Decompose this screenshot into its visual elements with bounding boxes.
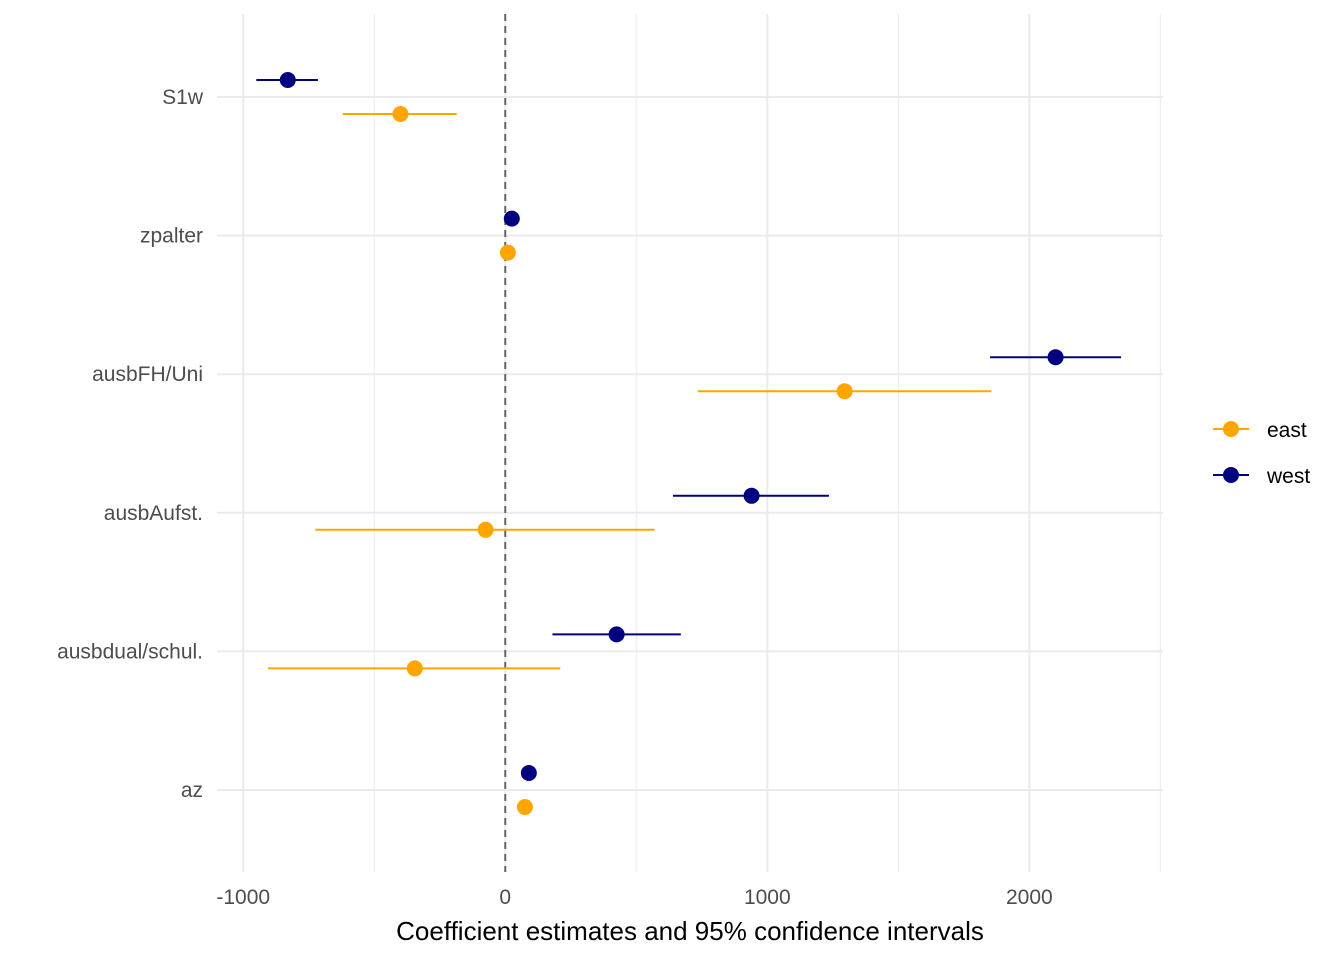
point-east xyxy=(392,106,409,122)
y-tick-label: az xyxy=(181,779,203,802)
legend-label: west xyxy=(1266,465,1310,488)
point-west xyxy=(608,626,625,643)
legend-key-point xyxy=(1223,421,1239,437)
x-tick-label: 2000 xyxy=(1006,886,1053,909)
point-west xyxy=(743,487,760,504)
y-tick-label: zpalter xyxy=(140,225,203,248)
point-west xyxy=(1047,349,1064,366)
legend-key-point xyxy=(1223,467,1239,483)
point-east xyxy=(499,244,516,261)
x-axis-title: Coefficient estimates and 95% confidence… xyxy=(396,916,984,946)
point-east xyxy=(406,660,423,677)
data-marks xyxy=(256,72,1122,815)
y-axis-labels: S1w zpalter ausbFH/Uni ausbAufst. ausbdual/s… xyxy=(57,86,204,802)
minor-gridlines xyxy=(373,14,1161,872)
x-tick-label: -1000 xyxy=(216,886,270,909)
x-tick-label: 1000 xyxy=(744,886,791,909)
y-tick-label: S1w xyxy=(162,86,204,109)
major-gridlines xyxy=(217,14,1163,872)
point-east xyxy=(516,799,533,815)
x-axis-labels: -1000 0 1000 2000 xyxy=(216,886,1052,909)
x-tick-label: 0 xyxy=(499,886,511,909)
point-east xyxy=(836,383,853,400)
point-west xyxy=(279,72,296,88)
y-tick-label: ausbdual/schul. xyxy=(57,640,203,663)
legend-label: east xyxy=(1267,419,1307,442)
point-west xyxy=(520,765,537,781)
y-tick-label: ausbAufst. xyxy=(104,502,203,525)
point-west xyxy=(503,210,520,227)
point-east xyxy=(477,521,494,538)
legend: east west xyxy=(1213,419,1310,488)
y-tick-label: ausbFH/Uni xyxy=(92,363,203,386)
